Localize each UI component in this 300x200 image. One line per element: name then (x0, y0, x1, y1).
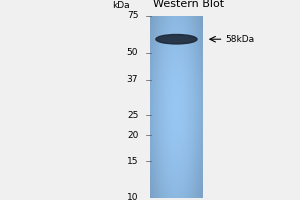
Text: 50: 50 (127, 48, 138, 57)
Text: 25: 25 (127, 111, 138, 120)
Text: 20: 20 (127, 131, 138, 140)
Text: 37: 37 (127, 75, 138, 84)
Text: 75: 75 (127, 11, 138, 21)
Text: 58kDa: 58kDa (225, 35, 254, 44)
Text: 15: 15 (127, 157, 138, 166)
Ellipse shape (156, 34, 197, 44)
Text: Western Blot: Western Blot (153, 0, 224, 9)
Text: kDa: kDa (112, 1, 129, 10)
Text: 10: 10 (127, 194, 138, 200)
